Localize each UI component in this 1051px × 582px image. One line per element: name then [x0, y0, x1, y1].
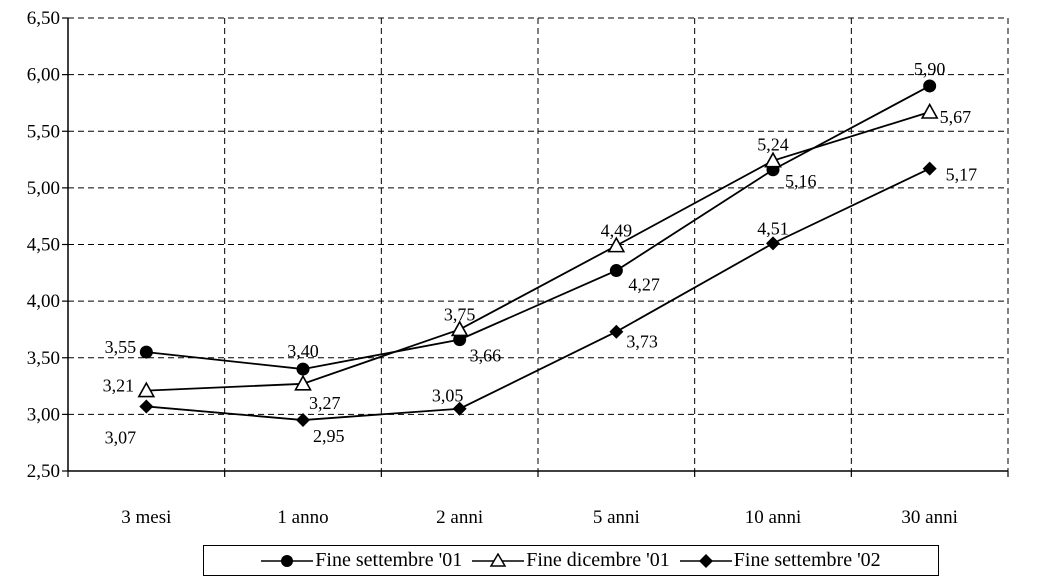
- x-tick-label: 30 anni: [901, 507, 957, 528]
- data-label: 3,55: [105, 337, 137, 357]
- line-chart: 2,50 3,00 3,50 4,00 4,50 5,00 5,50 6,00 6,50 3 m…: [27, 8, 1009, 528]
- circle-marker: [453, 333, 467, 347]
- triangle-marker: [137, 381, 156, 398]
- data-label: 4,51: [757, 218, 789, 238]
- diamond-marker: [296, 413, 310, 428]
- y-tick-label: 3,50: [27, 348, 60, 369]
- series-lines: [146, 85, 931, 421]
- data-labels: 3,55 3,40 3,66 4,27 5,16 5,90 3,21 3,27 3,75 4,49…: [103, 59, 978, 447]
- x-tick-label: 10 anni: [745, 507, 801, 528]
- triangle-marker: [294, 374, 312, 391]
- legend-item-series-3: Fine settembre '02: [679, 549, 881, 572]
- triangle-marker: [920, 102, 939, 119]
- series-1-line: [146, 85, 931, 370]
- data-label: 4,27: [628, 275, 660, 295]
- data-label: 3,75: [444, 304, 476, 324]
- triangle-marker: [450, 320, 469, 337]
- axes: [62, 17, 1009, 477]
- x-tick-label: 3 mesi: [121, 507, 171, 528]
- y-tick-label: 2,50: [27, 461, 60, 482]
- data-label: 3,66: [470, 346, 502, 366]
- circle-marker: [609, 264, 623, 278]
- diamond-marker: [452, 401, 467, 416]
- triangle-marker: [607, 236, 626, 253]
- legend-diamond-marker-icon: [679, 553, 732, 568]
- data-label: 3,21: [103, 376, 135, 396]
- series-markers: [137, 79, 939, 428]
- circle-marker: [139, 345, 153, 359]
- data-label: 5,67: [940, 107, 972, 127]
- x-tick-label: 2 anni: [436, 507, 483, 528]
- triangle-marker: [764, 151, 782, 168]
- y-tick-label: 6,00: [27, 65, 60, 86]
- data-label: 3,07: [105, 427, 137, 447]
- diamond-marker: [139, 399, 154, 414]
- legend-triangle-marker-icon: [472, 552, 525, 567]
- data-label: 5,17: [946, 165, 978, 185]
- legend-label-series-1: Fine settembre '01: [315, 549, 463, 571]
- legend-label-series-3: Fine settembre '02: [733, 549, 881, 571]
- data-label: 4,49: [601, 221, 633, 241]
- legend-item-series-2: Fine dicembre '01: [472, 549, 670, 572]
- x-tick-label: 1 anno: [277, 507, 328, 528]
- y-tick-label: 6,50: [27, 8, 60, 29]
- data-label: 5,24: [757, 135, 789, 155]
- legend-label-series-2: Fine dicembre '01: [526, 549, 670, 571]
- data-label: 5,90: [914, 59, 946, 79]
- data-label: 3,40: [287, 341, 319, 361]
- legend: Fine settembre '01 Fine dicembre '01 Fin…: [203, 545, 939, 576]
- legend-item-series-1: Fine settembre '01: [261, 549, 462, 572]
- legend-circle-marker-icon: [261, 554, 314, 567]
- diamond-marker: [922, 161, 937, 176]
- diamond-marker: [766, 236, 780, 251]
- grid-lines: [68, 17, 1009, 471]
- circle-marker: [296, 362, 310, 376]
- y-axis-tick-labels: 2,50 3,00 3,50 4,00 4,50 5,00 5,50 6,00 6,50: [27, 8, 60, 482]
- data-label: 3,05: [432, 386, 464, 406]
- y-tick-label: 3,00: [27, 404, 60, 425]
- circle-marker: [923, 79, 937, 93]
- y-tick-label: 5,00: [27, 178, 60, 199]
- data-label: 3,27: [309, 393, 341, 413]
- data-label: 3,73: [626, 332, 658, 352]
- series-3-line: [146, 167, 931, 421]
- diamond-marker: [609, 324, 624, 339]
- series-2-line: [146, 111, 930, 392]
- data-label: 5,16: [785, 171, 817, 191]
- x-tick-label: 5 anni: [593, 507, 640, 528]
- y-tick-label: 4,00: [27, 291, 60, 312]
- x-axis-tick-labels: 3 mesi 1 anno 2 anni 5 anni 10 anni 30 anni: [121, 507, 958, 528]
- y-tick-label: 5,50: [27, 121, 60, 142]
- data-label: 2,95: [313, 426, 345, 446]
- y-tick-label: 4,50: [27, 235, 60, 256]
